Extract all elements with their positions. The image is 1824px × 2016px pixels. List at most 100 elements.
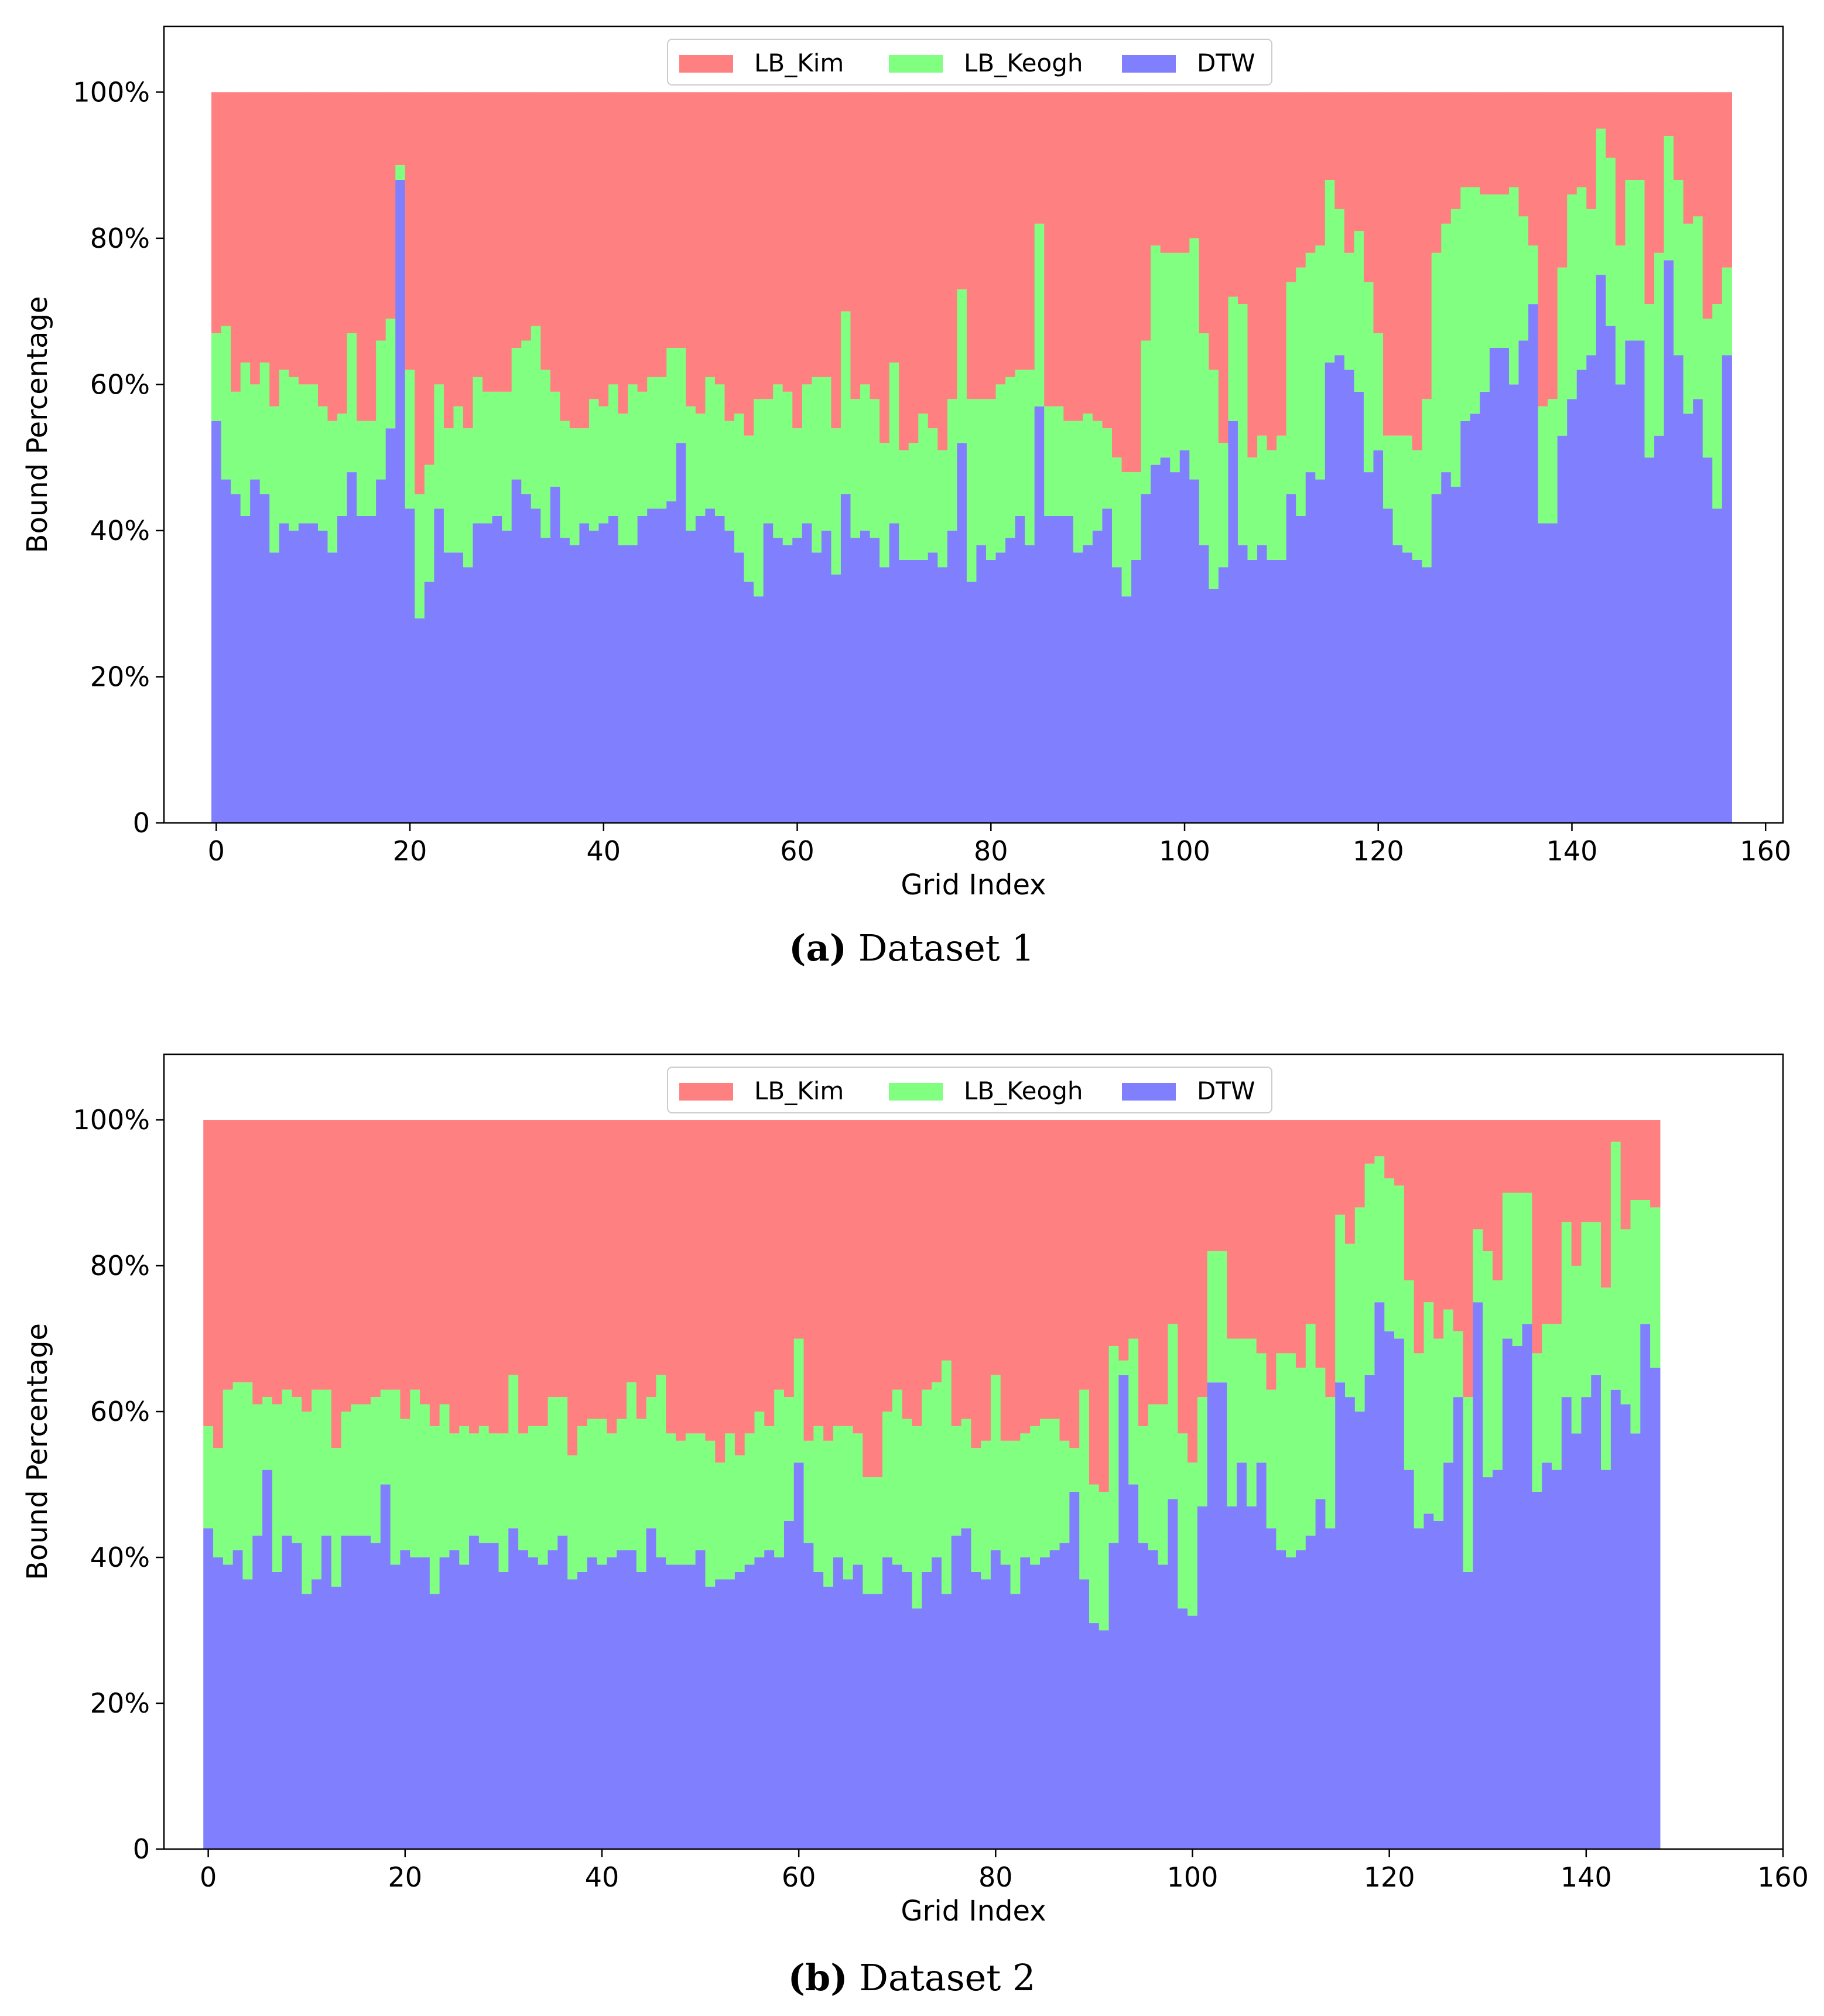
y-axis: 0 20% 40% 60% 80% 100%: [73, 76, 164, 839]
bar-dtw-114: [1325, 1528, 1336, 1849]
bar-dtw-43: [627, 1550, 637, 1849]
legend-label-dtw: DTW: [1197, 1077, 1255, 1105]
bar-dtw-93: [1111, 567, 1123, 823]
bar-lb-kim-2: [223, 1120, 234, 1390]
bar-dtw-19: [390, 1564, 401, 1849]
y-tick-label: 0: [133, 1833, 150, 1865]
bar-lb-keogh-99: [1178, 1433, 1188, 1609]
bar-lb-kim-90: [1083, 92, 1093, 414]
bar-lb-keogh-99: [1170, 252, 1180, 473]
bar-dtw-51: [705, 508, 716, 823]
bar-lb-keogh-1: [221, 326, 231, 480]
bar-dtw-33: [528, 1557, 539, 1849]
bar-lb-keogh-107: [1247, 457, 1258, 560]
bar-lb-keogh-27: [469, 1433, 480, 1536]
bar-dtw-55: [744, 582, 754, 823]
bar-lb-keogh-25: [449, 1433, 460, 1550]
bar-lb-kim-83: [1015, 92, 1025, 370]
bar-dtw-48: [676, 443, 686, 823]
bar-dtw-144: [1606, 326, 1616, 823]
bar-lb-kim-82: [1005, 92, 1016, 377]
bar-lb-kim-138: [1561, 1120, 1572, 1222]
bar-dtw-85: [1034, 406, 1045, 823]
bar-dtw-18: [385, 428, 396, 823]
bar-dtw-17: [370, 1543, 381, 1849]
bar-lb-kim-96: [1141, 92, 1151, 341]
bar-dtw-3: [240, 515, 251, 823]
bar-lb-keogh-21: [415, 494, 425, 619]
bar-dtw-135: [1532, 1491, 1542, 1849]
bar-dtw-144: [1620, 1404, 1631, 1849]
bar-lb-kim-132: [1489, 92, 1500, 194]
bar-lb-keogh-151: [1674, 180, 1684, 356]
bar-lb-kim-40: [598, 92, 609, 406]
bar-lb-keogh-58: [773, 384, 783, 538]
bar-lb-keogh-115: [1335, 1214, 1346, 1383]
bar-lb-kim-59: [783, 1120, 795, 1397]
bar-dtw-13: [331, 1586, 342, 1849]
bar-lb-keogh-128: [1450, 209, 1461, 487]
bar-lb-kim-5: [252, 1120, 263, 1405]
bar-lb-keogh-22: [424, 464, 434, 582]
bar-lb-kim-131: [1493, 1120, 1503, 1280]
bar-lb-keogh-36: [557, 1397, 568, 1536]
bar-lb-kim-76: [947, 92, 957, 399]
bar-lb-kim-129: [1460, 92, 1471, 187]
x-tick-label: 20: [393, 835, 427, 867]
bar-lb-kim-123: [1402, 92, 1413, 436]
bar-lb-kim-66: [853, 1120, 864, 1434]
bar-dtw-139: [1557, 435, 1568, 823]
bar-lb-kim-91: [1092, 92, 1103, 421]
bar-lb-kim-11: [312, 1120, 322, 1390]
bar-lb-kim-25: [453, 92, 464, 406]
bar-dtw-2: [231, 494, 241, 823]
bar-lb-keogh-62: [813, 1426, 824, 1572]
bar-dtw-59: [783, 1520, 795, 1849]
bar-lb-keogh-92: [1108, 1345, 1120, 1543]
bar-lb-keogh-6: [262, 1397, 273, 1470]
bar-lb-kim-29: [492, 92, 502, 392]
bar-dtw-79: [976, 545, 987, 823]
bar-lb-kim-4: [242, 1120, 253, 1383]
bar-dtw-0: [203, 1528, 214, 1849]
bar-lb-keogh-36: [560, 421, 570, 538]
bar-lb-keogh-35: [550, 391, 560, 487]
bar-dtw-1: [221, 479, 231, 823]
bar-dtw-87: [1053, 515, 1064, 823]
bar-dtw-116: [1345, 1397, 1356, 1849]
bar-lb-kim-89: [1079, 1120, 1090, 1390]
y-axis-label: Bound Percentage: [21, 296, 54, 553]
bar-lb-keogh-37: [569, 428, 580, 545]
x-tick-label: 40: [587, 835, 621, 867]
bar-dtw-143: [1596, 275, 1606, 824]
bar-dtw-136: [1528, 304, 1539, 823]
bar-lb-keogh-145: [1615, 245, 1626, 385]
bar-lb-keogh-53: [725, 1433, 735, 1580]
bar-dtw-67: [863, 1594, 873, 1849]
y-axis: 0 20% 40% 60% 80% 100%: [73, 1104, 164, 1865]
bar-lb-keogh-1: [213, 1448, 224, 1558]
bar-lb-keogh-57: [763, 399, 774, 524]
bar-lb-kim-58: [773, 92, 783, 385]
bar-dtw-15: [351, 1535, 361, 1849]
bar-lb-keogh-72: [908, 443, 919, 560]
bar-dtw-90: [1083, 545, 1093, 823]
bar-dtw-40: [597, 1564, 607, 1849]
bar-lb-keogh-23: [429, 1426, 440, 1594]
bar-lb-kim-28: [482, 92, 493, 392]
bar-lb-keogh-28: [482, 391, 493, 524]
bar-lb-keogh-108: [1266, 1389, 1277, 1529]
bar-dtw-135: [1518, 340, 1529, 823]
bar-lb-kim-101: [1189, 92, 1200, 238]
bar-lb-keogh-98: [1168, 1324, 1178, 1499]
bar-lb-keogh-11: [317, 406, 328, 531]
bar-lb-kim-17: [370, 1120, 381, 1397]
bar-lb-keogh-135: [1532, 1353, 1542, 1492]
bar-lb-keogh-0: [211, 333, 222, 421]
bar-lb-kim-61: [802, 92, 812, 385]
bar-lb-keogh-101: [1197, 1397, 1208, 1506]
bar-lb-kim-116: [1334, 92, 1345, 209]
bar-lb-keogh-37: [567, 1455, 578, 1580]
bar-lb-kim-65: [843, 1120, 854, 1426]
bar-dtw-113: [1315, 1499, 1326, 1849]
